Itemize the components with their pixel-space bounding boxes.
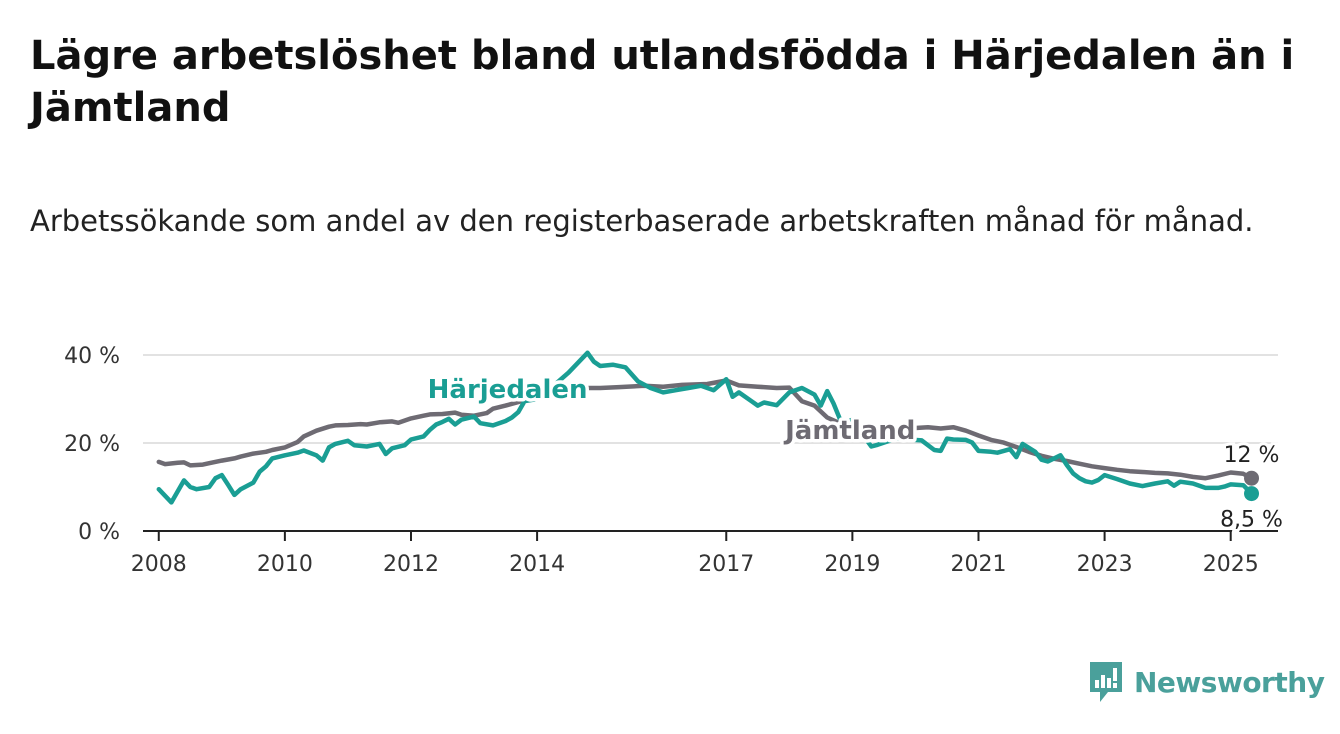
series-lines xyxy=(156,350,1260,505)
x-tick-label: 2012 xyxy=(383,552,439,577)
y-tick-label: 20 % xyxy=(64,432,120,457)
x-tick-label: 2008 xyxy=(131,552,187,577)
end-value-label-jamtland: 12 % xyxy=(1224,443,1280,468)
x-tick-label: 2010 xyxy=(257,552,313,577)
y-tick-label: 0 % xyxy=(78,520,120,545)
chart-subtitle: Arbetssökande som andel av den registerb… xyxy=(30,204,1254,238)
x-tick-label: 2014 xyxy=(509,552,565,577)
newsworthy-logo-icon xyxy=(1090,662,1122,702)
grid-lines xyxy=(143,354,1278,444)
series-line-jamtland xyxy=(156,378,1254,481)
brand-logo: Newsworthy xyxy=(1088,660,1325,704)
series-end-point-harjedalen xyxy=(1244,486,1260,502)
series-line-harjedalen xyxy=(156,350,1254,505)
y-axis: 0 % 20 % 40 % xyxy=(64,344,120,545)
chart-title: Lägre arbetslöshet bland utlandsfödda i … xyxy=(30,33,1295,131)
x-tick-label: 2025 xyxy=(1203,552,1259,577)
end-value-label-harjedalen: 8,5 % xyxy=(1220,508,1283,533)
series-labels: Härjedalen Jämtland 12 % 8,5 % xyxy=(424,371,1286,535)
brand-name: Newsworthy xyxy=(1134,665,1325,699)
line-chart: 0 % 20 % 40 % 2008 2010 2012 2014 2017 2019 2021… xyxy=(64,344,1286,577)
series-label-jamtland: Jämtland xyxy=(783,416,915,446)
x-tick-label: 2023 xyxy=(1077,552,1133,577)
x-tick-label: 2019 xyxy=(824,552,880,577)
series-label-harjedalen: Härjedalen xyxy=(428,375,588,405)
y-tick-label: 40 % xyxy=(64,344,120,369)
x-tick-label: 2017 xyxy=(698,552,754,577)
x-tick-label: 2021 xyxy=(950,552,1006,577)
x-axis: 2008 2010 2012 2014 2017 2019 2021 2023 2025 xyxy=(131,530,1278,577)
series-end-point-jamtland xyxy=(1244,470,1260,486)
